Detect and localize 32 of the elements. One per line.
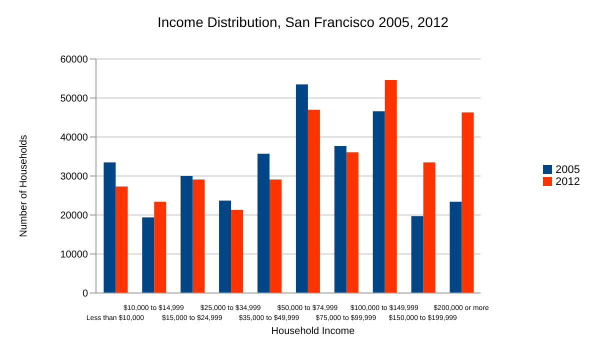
bar — [269, 180, 282, 293]
bar — [154, 202, 166, 293]
bar — [192, 180, 205, 293]
chart-title: Income Distribution, San Francisco 2005, 2012 — [156, 14, 450, 30]
bar — [346, 152, 358, 293]
bar — [116, 186, 128, 293]
y-tick-label: 50000 — [60, 94, 88, 105]
bar — [423, 162, 436, 293]
bar — [308, 110, 320, 293]
bar — [231, 210, 244, 293]
bar — [180, 176, 193, 293]
bar — [334, 146, 346, 293]
y-tick-label: 30000 — [60, 172, 88, 183]
x-axis-title: Household Income — [270, 326, 356, 337]
bar — [372, 111, 385, 293]
bar — [104, 162, 116, 293]
y-axis-title: Number of Households — [18, 134, 30, 238]
bar — [384, 80, 397, 293]
y-tick-label: 60000 — [60, 54, 88, 66]
bar — [142, 217, 154, 293]
legend-label: 2005 — [556, 164, 580, 176]
bar — [296, 84, 308, 293]
bar — [462, 112, 474, 293]
bar — [411, 216, 424, 293]
y-tick-label: 20000 — [60, 210, 88, 222]
y-tick-label: 10000 — [60, 250, 88, 261]
bar — [219, 200, 232, 293]
y-tick-label: 0 — [82, 288, 88, 300]
bar — [257, 154, 270, 293]
y-tick-label: 40000 — [60, 132, 88, 144]
bar — [450, 202, 462, 293]
legend-label: 2012 — [556, 176, 580, 188]
